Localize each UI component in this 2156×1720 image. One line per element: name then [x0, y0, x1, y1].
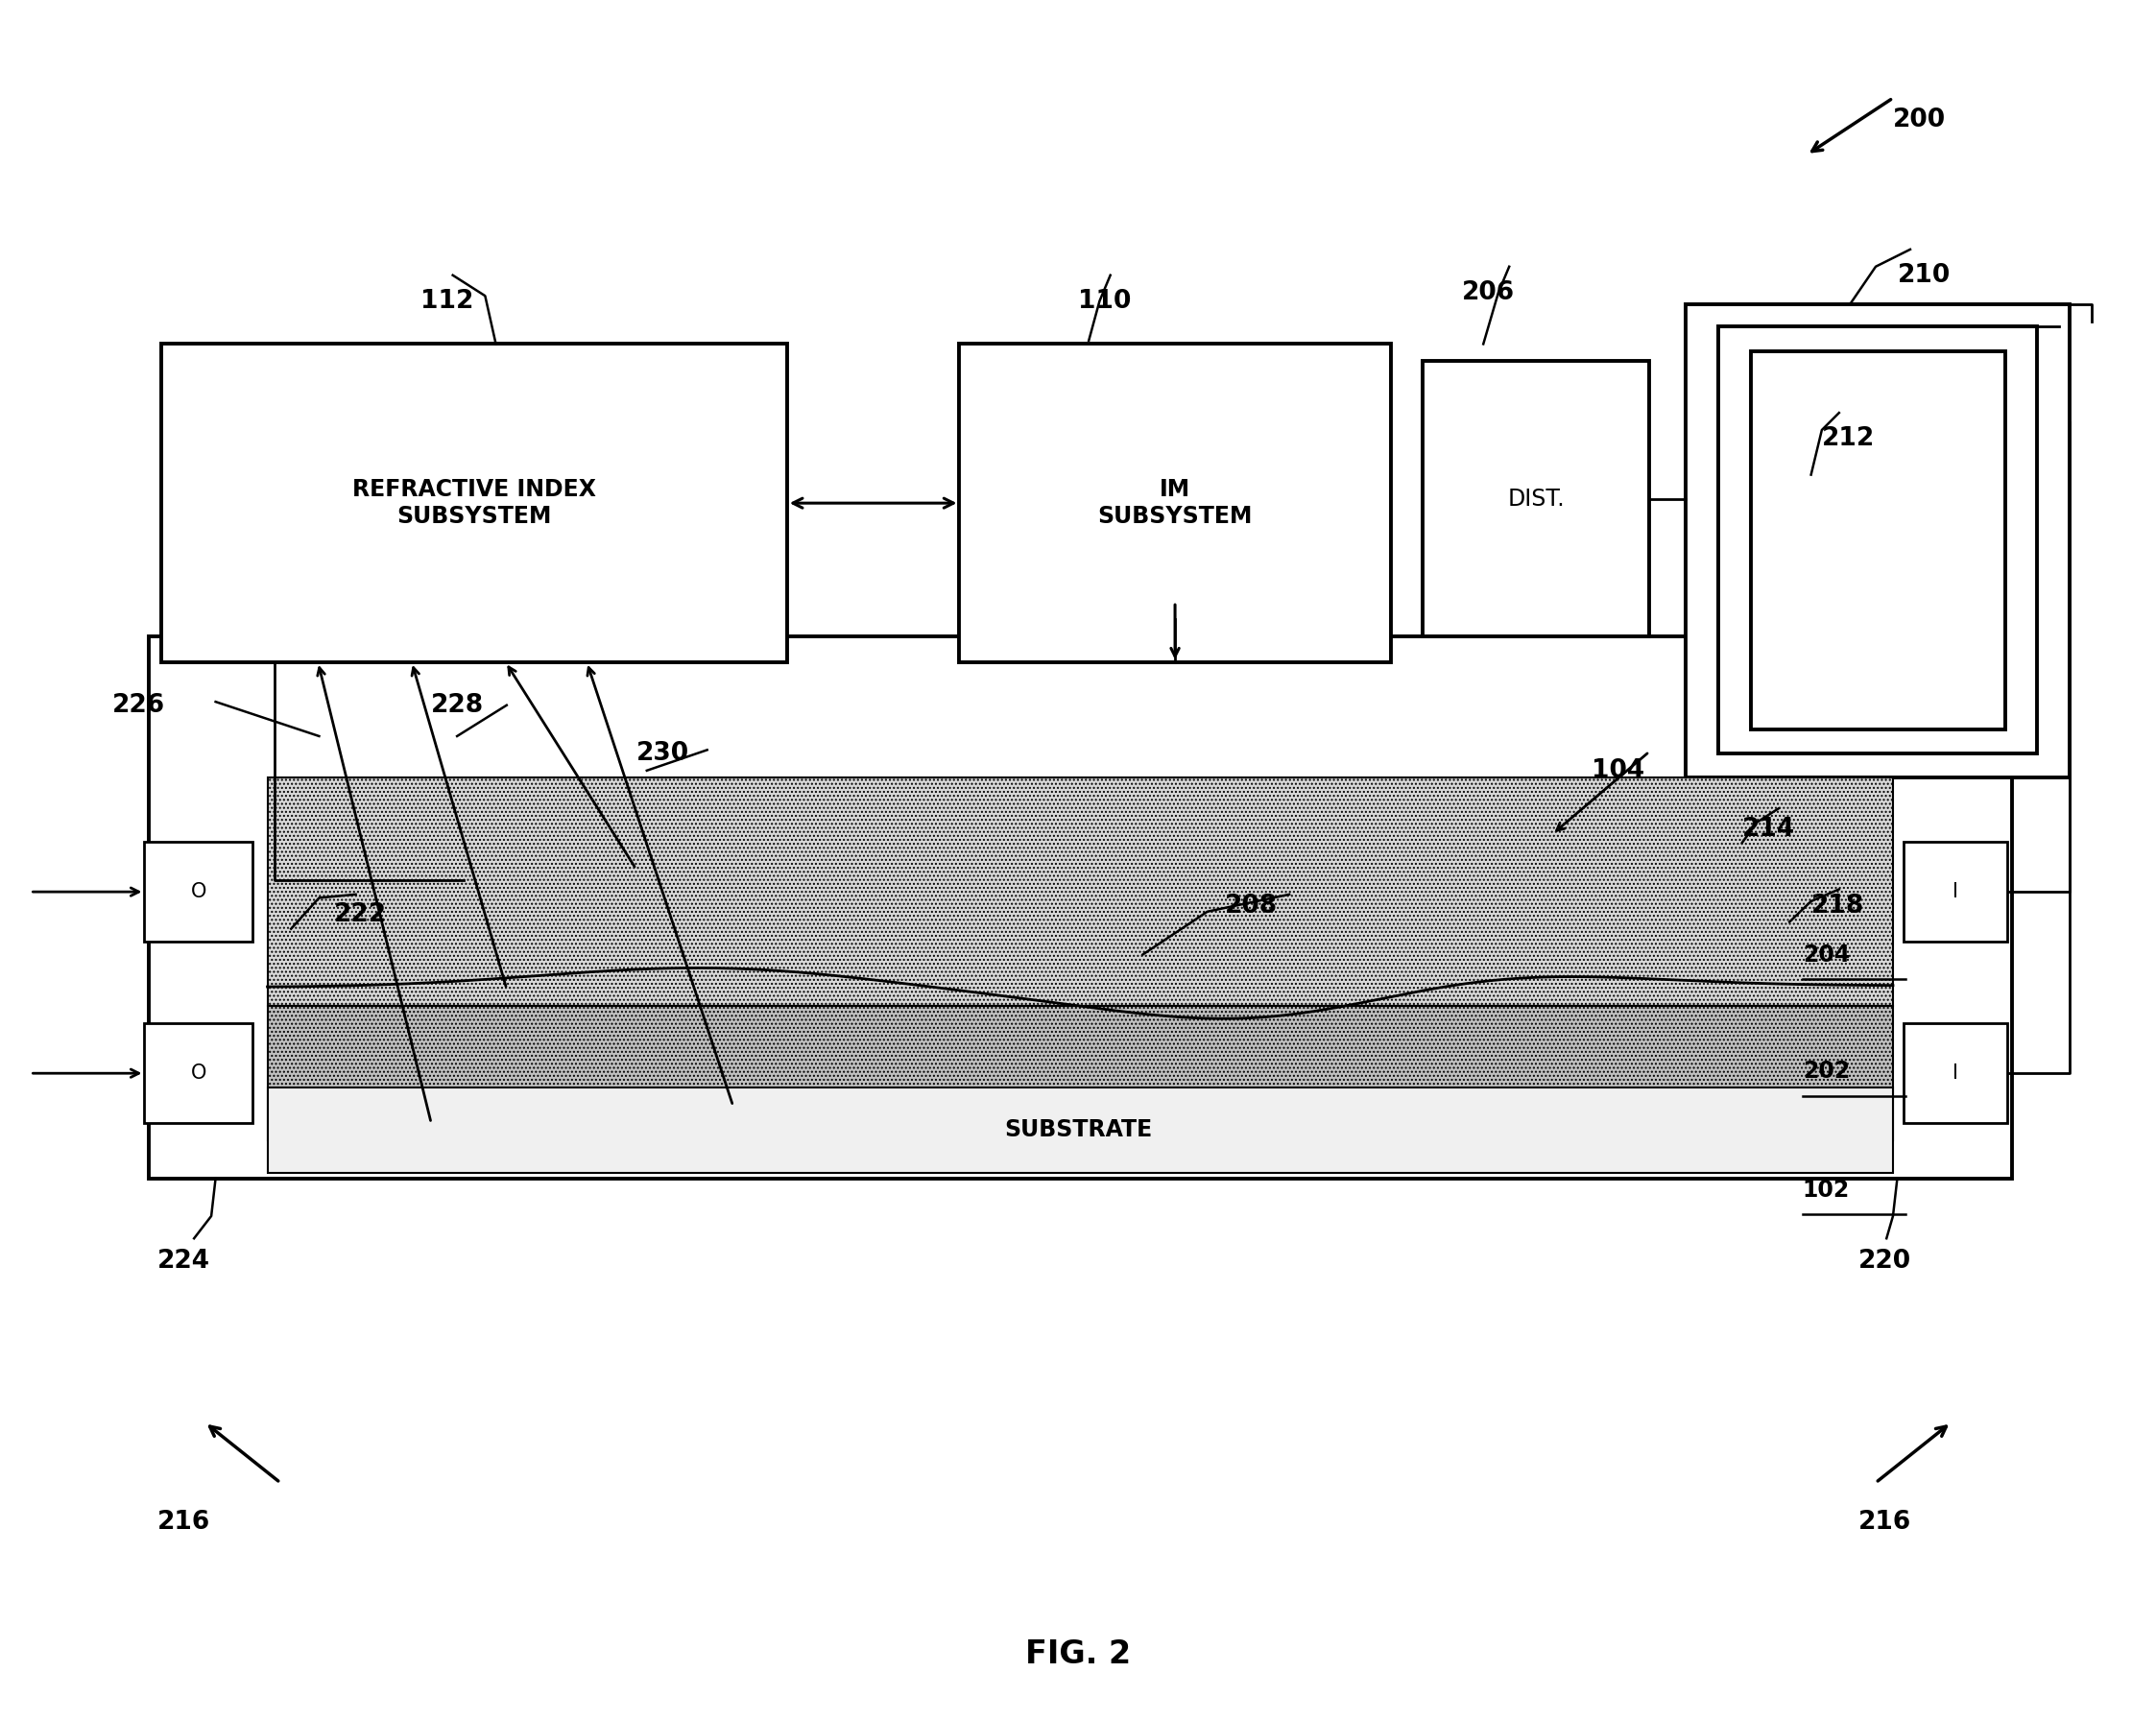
- Text: I: I: [1953, 882, 1958, 901]
- Text: O: O: [190, 1063, 207, 1084]
- Text: 228: 228: [431, 693, 485, 717]
- Text: O: O: [190, 882, 207, 901]
- Text: 112: 112: [420, 289, 474, 313]
- Text: 220: 220: [1858, 1249, 1912, 1273]
- Text: 218: 218: [1811, 894, 1865, 918]
- Bar: [267, 1087, 1893, 1173]
- Bar: [1718, 327, 2037, 753]
- Text: 110: 110: [1078, 289, 1132, 313]
- Text: FIG. 2: FIG. 2: [1024, 1639, 1132, 1670]
- Bar: [149, 636, 2012, 1178]
- Bar: [1904, 1023, 2007, 1123]
- Text: 222: 222: [334, 903, 388, 927]
- Text: IM
SUBSYSTEM: IM SUBSYSTEM: [1097, 478, 1253, 528]
- Text: 200: 200: [1893, 108, 1947, 132]
- Bar: [1751, 351, 2005, 729]
- Bar: [1423, 361, 1649, 636]
- Text: 214: 214: [1742, 817, 1796, 841]
- Text: 226: 226: [112, 693, 166, 717]
- Bar: [267, 777, 1893, 1006]
- Text: 208: 208: [1225, 894, 1279, 918]
- Text: 104: 104: [1591, 759, 1645, 783]
- Text: SUBSTRATE: SUBSTRATE: [1005, 1118, 1151, 1142]
- Text: 230: 230: [636, 741, 690, 765]
- Bar: [162, 344, 787, 662]
- Bar: [1904, 843, 2007, 943]
- Text: 216: 216: [1858, 1510, 1912, 1534]
- Bar: [959, 344, 1391, 662]
- Text: 102: 102: [1802, 1178, 1850, 1202]
- Text: 204: 204: [1802, 943, 1850, 967]
- Text: 224: 224: [157, 1249, 209, 1273]
- Text: REFRACTIVE INDEX
SUBSYSTEM: REFRACTIVE INDEX SUBSYSTEM: [351, 478, 597, 528]
- Text: 212: 212: [1822, 427, 1876, 451]
- Bar: [267, 1006, 1893, 1140]
- Text: 216: 216: [157, 1510, 211, 1534]
- Bar: [144, 1023, 252, 1123]
- Text: 202: 202: [1802, 1060, 1850, 1084]
- Text: I: I: [1953, 1063, 1958, 1084]
- Bar: [144, 843, 252, 943]
- Text: DIST.: DIST.: [1507, 487, 1565, 511]
- Bar: [1686, 304, 2070, 777]
- Text: 206: 206: [1462, 280, 1516, 304]
- Text: 210: 210: [1897, 263, 1951, 287]
